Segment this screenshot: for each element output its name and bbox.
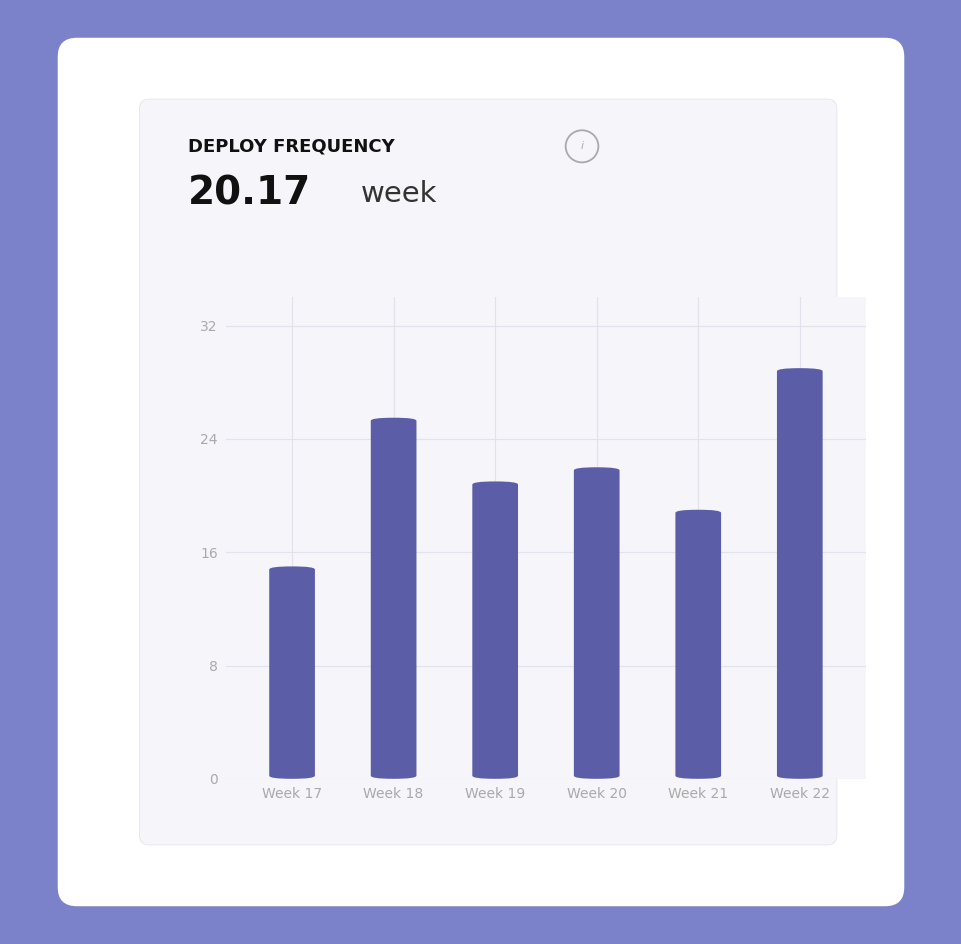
Text: week: week	[360, 179, 437, 208]
Text: i: i	[579, 142, 583, 151]
Text: DEPLOY FREQUENCY: DEPLOY FREQUENCY	[187, 137, 394, 156]
Text: 20.17: 20.17	[187, 175, 310, 212]
FancyBboxPatch shape	[139, 99, 836, 845]
FancyBboxPatch shape	[574, 467, 619, 779]
FancyBboxPatch shape	[675, 510, 721, 779]
FancyBboxPatch shape	[472, 481, 517, 779]
FancyBboxPatch shape	[269, 566, 314, 779]
FancyBboxPatch shape	[370, 417, 416, 779]
FancyBboxPatch shape	[776, 368, 822, 779]
FancyBboxPatch shape	[58, 38, 903, 906]
